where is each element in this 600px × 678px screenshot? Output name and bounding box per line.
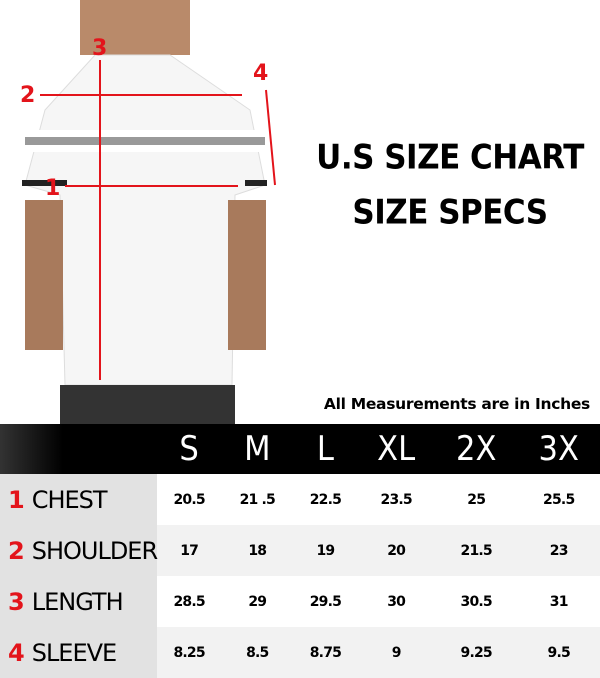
table-cell: 30 bbox=[357, 576, 435, 627]
row-label: 2 SHOULDER bbox=[0, 525, 158, 576]
title-size-specs: SIZE SPECS bbox=[352, 192, 548, 233]
size-header-xl: XL bbox=[357, 424, 435, 474]
table-cell: 25.5 bbox=[517, 474, 600, 525]
table-cell: 22.5 bbox=[293, 474, 358, 525]
table-cell: 29 bbox=[221, 576, 294, 627]
size-header-row: S M L XL 2X 3X bbox=[0, 424, 600, 474]
table-cell: 19 bbox=[293, 525, 358, 576]
table-cell: 18 bbox=[221, 525, 294, 576]
header-blank bbox=[0, 424, 158, 474]
size-header-s: S bbox=[157, 424, 222, 474]
table-cell: 8.75 bbox=[293, 627, 358, 678]
table-cell: 31 bbox=[517, 576, 600, 627]
table-cell: 9.5 bbox=[517, 627, 600, 678]
table-row-length: 3 LENGTH 28.5 29 29.5 30 30.5 31 bbox=[0, 576, 600, 627]
table-cell: 23 bbox=[517, 525, 600, 576]
size-header-2x: 2X bbox=[434, 424, 518, 474]
row-number: 1 bbox=[8, 485, 25, 514]
row-number: 2 bbox=[8, 536, 25, 565]
row-label-text: CHEST bbox=[31, 485, 108, 514]
table-cell: 8.25 bbox=[157, 627, 222, 678]
size-header-m: M bbox=[221, 424, 294, 474]
measurement-note: All Measurements are in Inches bbox=[323, 395, 590, 413]
table-row-shoulder: 2 SHOULDER 17 18 19 20 21.5 23 bbox=[0, 525, 600, 576]
marker-4: 4 bbox=[253, 61, 268, 86]
table-cell: 28.5 bbox=[157, 576, 222, 627]
marker-1: 1 bbox=[45, 176, 60, 201]
marker-3: 3 bbox=[92, 36, 107, 61]
chart-titles: U.S SIZE CHART SIZE SPECS bbox=[300, 130, 600, 240]
table-cell: 9.25 bbox=[434, 627, 518, 678]
table-cell: 8.5 bbox=[221, 627, 294, 678]
table-cell: 17 bbox=[157, 525, 222, 576]
product-photo-shirt: 1 2 3 4 bbox=[0, 0, 300, 424]
table-row-chest: 1 CHEST 20.5 21 .5 22.5 23.5 25 25.5 bbox=[0, 474, 600, 525]
table-cell: 30.5 bbox=[434, 576, 518, 627]
table-cell: 9 bbox=[357, 627, 435, 678]
table-cell: 29.5 bbox=[293, 576, 358, 627]
title-us-size-chart: U.S SIZE CHART bbox=[316, 137, 584, 178]
row-label: 1 CHEST bbox=[0, 474, 158, 525]
size-header-l: L bbox=[293, 424, 358, 474]
row-label: 3 LENGTH bbox=[0, 576, 158, 627]
table-cell: 23.5 bbox=[357, 474, 435, 525]
table-row-sleeve: 4 SLEEVE 8.25 8.5 8.75 9 9.25 9.5 bbox=[0, 627, 600, 678]
row-label-text: SHOULDER bbox=[31, 536, 158, 565]
row-label-text: SLEEVE bbox=[31, 638, 118, 667]
row-number: 3 bbox=[8, 587, 25, 616]
table-cell: 21 .5 bbox=[221, 474, 294, 525]
table-cell: 25 bbox=[434, 474, 518, 525]
size-table: S M L XL 2X 3X 1 CHEST 20.5 21 .5 22.5 23.5 25 25.5 2… bbox=[0, 424, 600, 678]
marker-2: 2 bbox=[20, 83, 35, 108]
row-number: 4 bbox=[8, 638, 25, 667]
table-cell: 20.5 bbox=[157, 474, 222, 525]
row-label: 4 SLEEVE bbox=[0, 627, 158, 678]
table-cell: 21.5 bbox=[434, 525, 518, 576]
table-cell: 20 bbox=[357, 525, 435, 576]
size-header-3x: 3X bbox=[517, 424, 600, 474]
row-label-text: LENGTH bbox=[31, 587, 124, 616]
